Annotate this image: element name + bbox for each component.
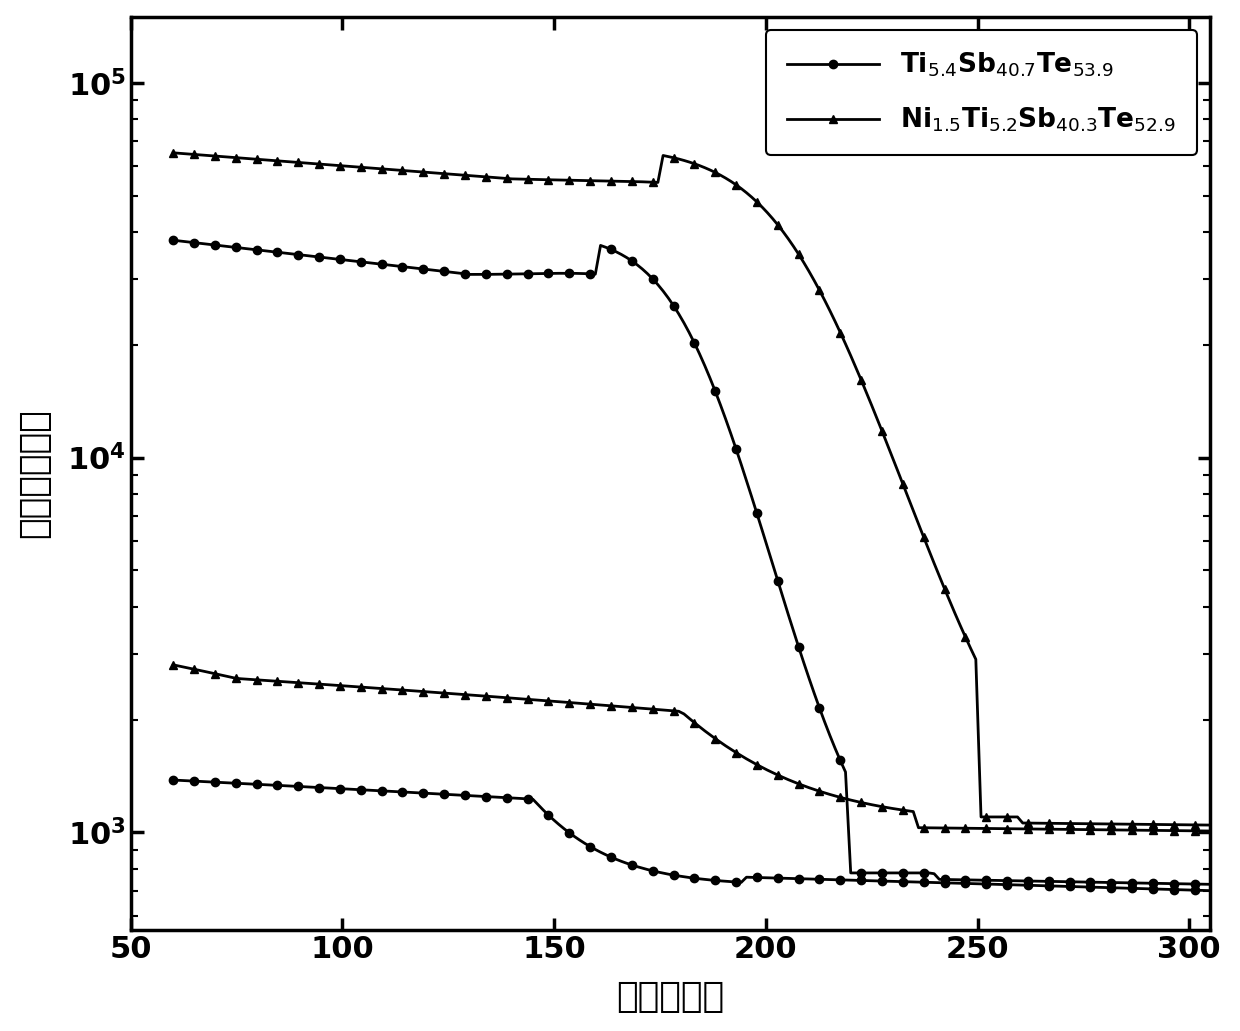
Ti$_{5.4}$Sb$_{40.7}$Te$_{53.9}$ (1151, 877, 1166, 890)
Ni$_{1.5}$Ti$_{5.2}$Sb$_{40.3}$Te$_{52.9}$ (207, 149, 222, 162)
Ni$_{1.5}$Ti$_{5.2}$Sb$_{40.3}$Te$_{52.9}$ (1151, 819, 1166, 831)
Ni$_{1.5}$Ti$_{5.2}$Sb$_{40.3}$Te$_{52.9}$ (441, 168, 456, 180)
Ni$_{1.5}$Ti$_{5.2}$Sb$_{40.3}$Te$_{52.9}$ (166, 146, 181, 159)
Ni$_{1.5}$Ti$_{5.2}$Sb$_{40.3}$Te$_{52.9}$ (358, 162, 373, 174)
Ni$_{1.5}$Ti$_{5.2}$Sb$_{40.3}$Te$_{52.9}$ (1203, 819, 1218, 831)
Ti$_{5.4}$Sb$_{40.7}$Te$_{53.9}$ (166, 234, 181, 246)
Ti$_{5.4}$Sb$_{40.7}$Te$_{53.9}$ (441, 266, 456, 278)
Y-axis label: 电阱（欧姆）: 电阱（欧姆） (16, 408, 51, 538)
Ti$_{5.4}$Sb$_{40.7}$Te$_{53.9}$ (207, 239, 222, 252)
Ni$_{1.5}$Ti$_{5.2}$Sb$_{40.3}$Te$_{52.9}$ (1115, 818, 1130, 830)
Line: Ni$_{1.5}$Ti$_{5.2}$Sb$_{40.3}$Te$_{52.9}$: Ni$_{1.5}$Ti$_{5.2}$Sb$_{40.3}$Te$_{52.9… (169, 148, 1214, 829)
Ti$_{5.4}$Sb$_{40.7}$Te$_{53.9}$ (228, 241, 243, 254)
X-axis label: 温度（度）: 温度（度） (616, 980, 724, 1015)
Legend: Ti$_{5.4}$Sb$_{40.7}$Te$_{53.9}$, Ni$_{1.5}$Ti$_{5.2}$Sb$_{40.3}$Te$_{52.9}$: Ti$_{5.4}$Sb$_{40.7}$Te$_{53.9}$, Ni$_{1… (766, 30, 1197, 156)
Ti$_{5.4}$Sb$_{40.7}$Te$_{53.9}$ (1115, 876, 1130, 889)
Line: Ti$_{5.4}$Sb$_{40.7}$Te$_{53.9}$: Ti$_{5.4}$Sb$_{40.7}$Te$_{53.9}$ (169, 236, 1214, 889)
Ti$_{5.4}$Sb$_{40.7}$Te$_{53.9}$ (358, 257, 373, 269)
Ni$_{1.5}$Ti$_{5.2}$Sb$_{40.3}$Te$_{52.9}$ (228, 152, 243, 164)
Ti$_{5.4}$Sb$_{40.7}$Te$_{53.9}$ (1203, 878, 1218, 891)
